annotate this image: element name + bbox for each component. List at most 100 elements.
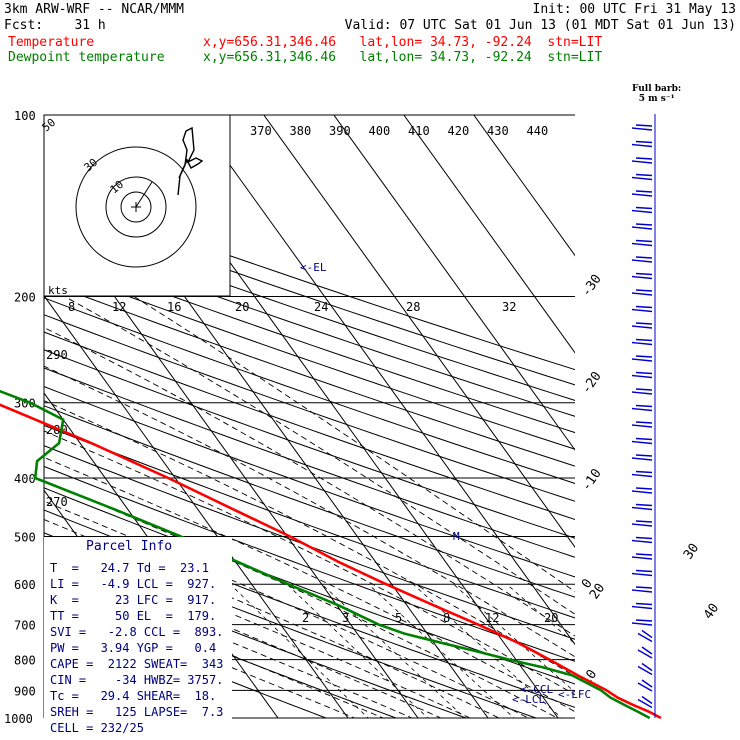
wind-barb — [631, 371, 653, 379]
upper-scale-label: 12 — [112, 300, 126, 314]
moist-adiabat-line — [44, 430, 575, 696]
hodograph-ring — [105, 176, 167, 238]
isotherm-label: 40 — [701, 601, 722, 622]
isotherm-line — [44, 294, 349, 718]
isotherm-line — [473, 115, 575, 257]
dry-adiabat-line — [44, 605, 328, 718]
theta-label: 420 — [448, 124, 470, 138]
parcel-info-row: LI = -4.9 LCL = 927. — [50, 577, 217, 591]
wind-barb — [631, 239, 653, 247]
theta-label: 380 — [290, 124, 312, 138]
parcel-info-row: CAPE = 2122 SWEAT= 343 — [50, 657, 224, 671]
isotherm-label: -30 — [579, 272, 605, 300]
upper-scale-label: 8 — [68, 300, 75, 314]
parcel-info-row: TT = 50 EL = 179. — [50, 609, 217, 623]
isotherm-line — [193, 115, 575, 646]
el-level-label: <-EL — [300, 261, 327, 274]
wind-barb — [631, 355, 653, 362]
isotherm-label: -10 — [579, 466, 605, 494]
moist-adiabat-line — [44, 365, 575, 658]
valid-time: Valid: 07 UTC Sat 01 Jun 13 (01 MDT Sat … — [344, 18, 736, 33]
theta-label: 390 — [329, 124, 351, 138]
dry-adiabat-line — [44, 233, 575, 417]
forecast-hour: Fcst: 31 h — [4, 18, 106, 33]
moist-adiabat-line — [64, 296, 575, 615]
ccl-level-label: <-CCL — [520, 683, 553, 696]
moist-adiabat-line — [133, 296, 575, 593]
dry-adiabat-line — [44, 445, 575, 640]
parcel-info-row: PW = 3.94 YGP = 0.4 — [50, 641, 217, 655]
wind-barb — [631, 421, 653, 428]
temperature-profile — [0, 403, 662, 720]
lfc-level-label: <-LFC — [558, 688, 591, 701]
pressure-tick-label: 600 — [14, 578, 36, 592]
moist-adiabat-line — [44, 327, 575, 637]
wind-barb — [631, 173, 653, 181]
pressure-tick-label: 100 — [14, 109, 36, 123]
wind-barb — [631, 289, 653, 296]
legend-temperature: Temperature — [8, 35, 95, 50]
dry-adiabat-line — [44, 280, 575, 467]
storm-motion-line — [135, 181, 153, 208]
isotherm-line — [333, 115, 575, 451]
isotherm-label: 20 — [587, 581, 608, 602]
wind-barb — [631, 256, 653, 263]
theta-label: 370 — [250, 124, 272, 138]
moist-adiabat-line — [44, 480, 559, 718]
theta-label: 270 — [46, 495, 68, 509]
dewpoint-profile — [0, 389, 651, 720]
dry-adiabat-line — [44, 331, 575, 520]
wind-barb — [637, 695, 653, 709]
mixing-ratio-label: 3 — [342, 611, 349, 625]
dry-adiabat-line — [44, 314, 575, 502]
theta-label: 410 — [408, 124, 430, 138]
wind-barb — [631, 322, 653, 329]
lcl-level-label: <-LCL — [512, 693, 545, 706]
dry-adiabat-line — [44, 424, 575, 619]
wind-barb — [631, 487, 653, 494]
wind-barb — [631, 206, 653, 214]
parcel-info-row: CIN = -34 HWBZ= 3757. — [50, 673, 224, 687]
wind-barb — [631, 619, 653, 626]
parcel-info-row: Tc = 29.4 SHEAR= 18. — [50, 689, 217, 703]
legend-dewpoint: Dewpoint temperature — [8, 50, 165, 65]
barb-legend-unit: 5 m s⁻¹ — [638, 94, 675, 104]
pressure-tick-label: 500 — [14, 530, 36, 544]
dry-adiabat-line — [44, 203, 575, 386]
moist-adiabat-line — [44, 456, 575, 713]
pressure-tick-label: 800 — [14, 654, 36, 668]
upper-scale-label: 28 — [406, 300, 420, 314]
parcel-info-row: T = 24.7 Td = 23.1 — [50, 561, 209, 575]
dry-adiabat-line — [44, 405, 575, 598]
wind-barb — [631, 190, 653, 197]
wind-barb — [631, 536, 653, 544]
wind-barb — [631, 569, 653, 577]
hodograph-trace — [177, 126, 204, 196]
wind-barb — [631, 454, 653, 461]
moist-adiabat-line — [44, 535, 471, 718]
wind-barb — [637, 679, 653, 692]
parcel-info-row: SREH = 125 LAPSE= 7.3 — [50, 705, 224, 719]
wind-barb — [631, 586, 653, 593]
hodograph-units-label: kts — [48, 284, 68, 297]
dry-adiabat-line — [44, 264, 575, 450]
wind-barb — [637, 629, 653, 643]
pressure-tick-label: 300 — [14, 397, 36, 411]
theta-label: 430 — [487, 124, 509, 138]
wind-barb — [631, 305, 653, 313]
wind-barb — [631, 553, 653, 560]
legend-dewpoint-location: x,y=656.31,346.46 lat,lon= 34.73, -92.24… — [203, 50, 603, 65]
isotherm-label: -20 — [579, 369, 605, 397]
wind-barb — [631, 503, 653, 511]
mixing-ratio-label: 20 — [544, 611, 558, 625]
isotherm-label: 30 — [681, 541, 702, 562]
mixing-ratio-line — [321, 583, 466, 718]
mixing-ratio-line — [230, 583, 369, 718]
parcel-info-panel: Parcel Info T = 24.7 Td = 23.1 LI = -4.9… — [44, 537, 232, 735]
upper-scale-label: 24 — [314, 300, 328, 314]
dry-adiabat-line — [44, 297, 575, 484]
parcel-info-row: SVI = -2.8 CCL = 893. — [50, 625, 224, 639]
isotherm-line — [403, 115, 575, 354]
pressure-tick-label: 200 — [14, 291, 36, 305]
